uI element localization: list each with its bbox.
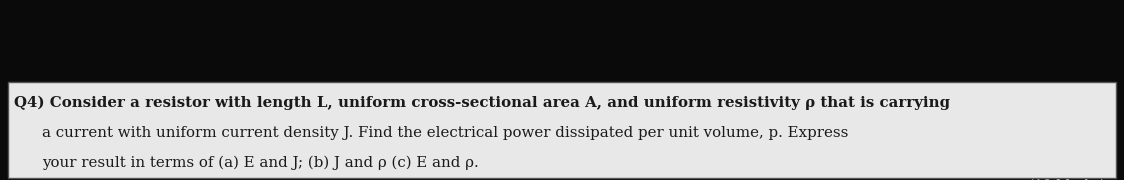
Text: (10 Marks): (10 Marks) (1027, 179, 1104, 180)
Text: a current with uniform current density J. Find the electrical power dissipated p: a current with uniform current density J… (42, 126, 849, 140)
Text: your result in terms of (a) E and J; (b) J and ρ (c) E and ρ.: your result in terms of (a) E and J; (b)… (42, 156, 479, 170)
Bar (8, 82, 1116, 178)
Text: Q4) Consider a resistor with length L, uniform cross-sectional area A, and unifo: Q4) Consider a resistor with length L, u… (13, 96, 950, 110)
